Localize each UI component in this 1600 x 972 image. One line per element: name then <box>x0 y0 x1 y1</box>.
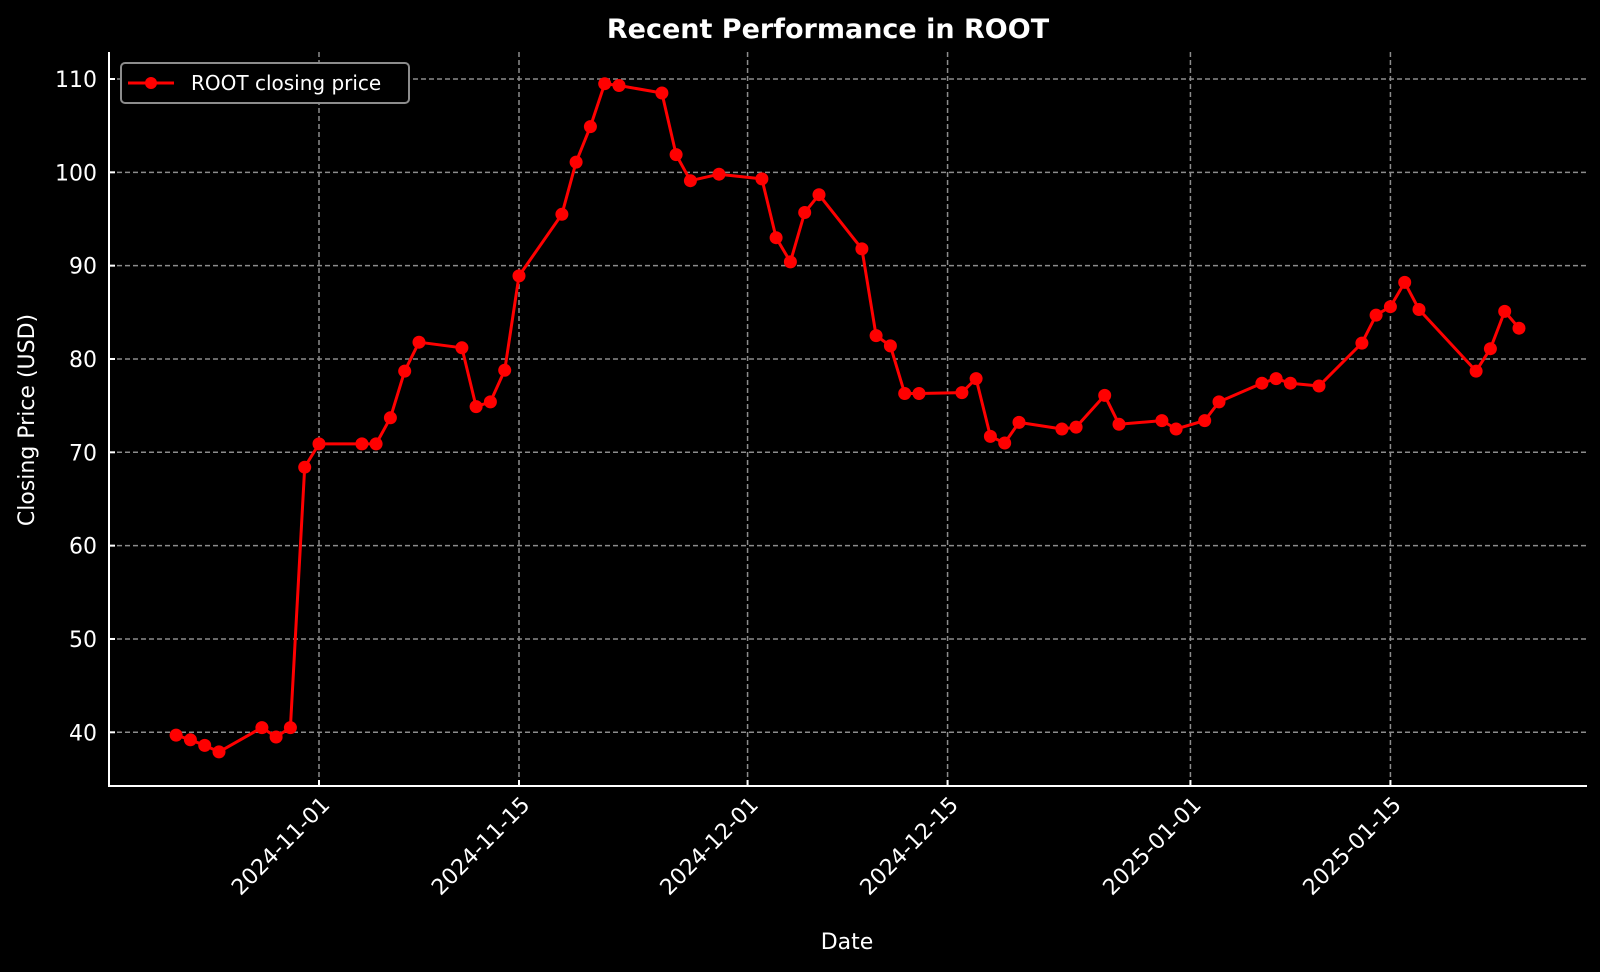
data-point-marker <box>798 206 812 219</box>
data-point-marker <box>769 231 783 245</box>
data-point-marker <box>1112 417 1126 431</box>
series-line <box>175 82 1521 754</box>
data-point-marker <box>583 120 597 134</box>
data-point-marker <box>812 188 826 202</box>
data-point-marker <box>398 364 412 378</box>
data-point-marker <box>855 242 869 256</box>
data-point-marker <box>1069 420 1083 434</box>
data-point-marker <box>269 730 283 744</box>
data-point-marker <box>412 335 426 349</box>
data-point-marker <box>1269 372 1283 386</box>
y-tick-label: 90 <box>69 255 97 280</box>
data-point-marker <box>1383 300 1397 314</box>
data-point-marker <box>783 255 797 269</box>
data-point-marker <box>912 387 926 400</box>
data-point-marker <box>1498 304 1512 318</box>
data-point-marker <box>512 269 526 283</box>
grid <box>109 52 1587 786</box>
data-point-marker <box>1098 388 1112 402</box>
data-point-marker <box>712 167 726 181</box>
data-point-marker <box>683 174 697 188</box>
data-point-marker <box>455 341 469 355</box>
data-point-marker <box>598 77 612 91</box>
data-point-marker <box>755 172 769 186</box>
x-axis-label: Date <box>821 930 874 955</box>
y-tick-label: 70 <box>69 441 97 466</box>
data-point-marker <box>383 411 397 425</box>
data-point-marker <box>1283 376 1297 390</box>
data-point-marker <box>1212 395 1226 409</box>
data-point-marker <box>198 738 212 752</box>
data-point-marker <box>883 339 897 353</box>
y-tick-label: 50 <box>69 628 97 653</box>
data-point-marker <box>898 387 912 400</box>
data-point-marker <box>312 437 326 451</box>
y-tick-label: 80 <box>69 348 97 373</box>
data-point-marker <box>1312 379 1326 393</box>
data-point-marker <box>569 155 583 169</box>
data-point-marker <box>969 372 983 386</box>
data-point-marker <box>369 437 383 451</box>
y-tick-label: 110 <box>55 68 97 93</box>
data-point-marker <box>1198 414 1212 428</box>
data-point-marker <box>298 460 312 474</box>
data-point-marker <box>1155 414 1169 428</box>
data-point-marker <box>1412 303 1426 316</box>
data-point-marker <box>212 745 226 759</box>
legend-box <box>120 62 410 104</box>
data-point-marker <box>469 400 483 414</box>
series-root-closing-price <box>169 77 1526 759</box>
data-point-marker <box>283 721 297 735</box>
data-point-marker <box>1169 422 1183 436</box>
y-tick-label: 100 <box>55 161 97 186</box>
data-point-marker <box>1398 275 1412 289</box>
legend: ROOT closing price <box>120 62 410 104</box>
y-axis-label: Closing Price (USD) <box>15 314 40 526</box>
data-point-marker <box>498 363 512 377</box>
data-point-marker <box>669 148 683 162</box>
data-point-marker <box>1355 336 1369 350</box>
data-point-marker <box>255 721 269 735</box>
data-point-marker <box>983 429 997 443</box>
data-point-marker <box>355 437 369 451</box>
legend-label: ROOT closing price <box>191 71 381 95</box>
data-point-marker <box>998 436 1012 450</box>
data-point-marker <box>483 395 497 409</box>
chart-title: Recent Performance in ROOT <box>607 14 1050 45</box>
data-point-marker <box>955 386 969 400</box>
data-point-marker <box>612 79 626 92</box>
y-axis-ticks: 40 50 60 70 80 90 100 110 <box>55 68 115 746</box>
y-tick-label: 40 <box>69 721 97 746</box>
data-point-marker <box>655 86 669 100</box>
y-tick-label: 60 <box>69 535 97 560</box>
data-point-marker <box>1055 422 1069 436</box>
data-point-marker <box>555 207 569 221</box>
data-point-marker <box>1255 376 1269 390</box>
data-point-marker <box>1469 364 1483 378</box>
data-point-marker <box>1483 342 1497 356</box>
data-point-marker <box>1512 321 1526 335</box>
data-point-marker <box>183 733 197 747</box>
data-point-marker <box>169 728 183 742</box>
legend-marker-icon <box>145 77 157 89</box>
data-point-marker <box>1369 308 1383 322</box>
data-point-marker <box>869 329 883 343</box>
data-point-marker <box>1012 415 1026 429</box>
